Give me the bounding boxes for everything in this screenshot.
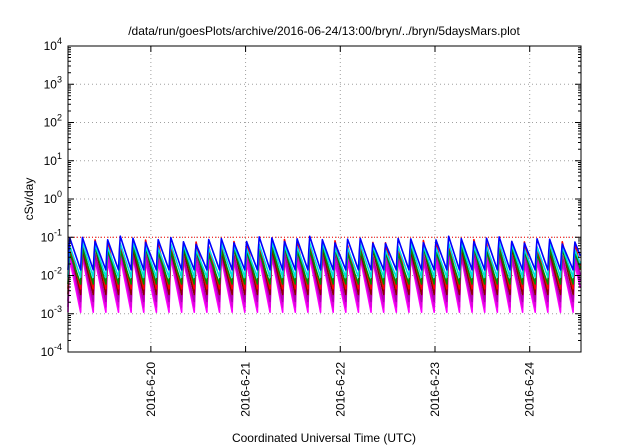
y-tick-base: 10 (44, 77, 58, 91)
y-axis-label: cSv/day (22, 178, 36, 221)
y-tick-base: 10 (41, 230, 55, 244)
chart-title: /data/run/goesPlots/archive/2016-06-24/1… (128, 24, 520, 38)
x-tick-label: 2016-6-22 (333, 362, 347, 417)
y-tick: 10-2 (41, 238, 581, 283)
x-tick: 2016-6-24 (523, 46, 537, 417)
y-tick-exponent: 3 (57, 74, 62, 84)
x-tick: 2016-6-22 (333, 46, 347, 417)
y-tick: 104 (44, 36, 581, 53)
y-tick-exponent: -2 (54, 266, 62, 276)
series-line (67, 240, 582, 279)
series-line (67, 245, 582, 285)
y-tick-label: 100 (44, 189, 62, 206)
x-tick: 2016-6-23 (428, 46, 442, 417)
x-tick-label: 2016-6-23 (428, 362, 442, 417)
y-tick-label: 103 (44, 74, 62, 91)
series-group (67, 235, 582, 313)
y-tick-exponent: -4 (54, 342, 62, 352)
x-tick-label: 2016-6-21 (239, 362, 253, 417)
y-tick-exponent: -3 (54, 304, 62, 314)
x-axis-label: Coordinated Universal Time (UTC) (232, 431, 416, 445)
y-tick-base: 10 (41, 307, 55, 321)
y-tick-label: 101 (44, 151, 62, 168)
y-tick-base: 10 (41, 269, 55, 283)
y-tick-base: 10 (44, 192, 58, 206)
y-tick-label: 10-4 (41, 342, 62, 359)
y-tick-exponent: -1 (54, 227, 62, 237)
y-tick-exponent: 0 (57, 189, 62, 199)
y-tick-base: 10 (44, 116, 58, 130)
y-tick: 10-4 (41, 315, 581, 359)
y-tick-label: 104 (44, 36, 62, 53)
x-tick: 2016-6-21 (239, 46, 253, 417)
y-tick-exponent: 2 (57, 113, 62, 123)
x-tick-label: 2016-6-24 (523, 362, 537, 417)
series-line (67, 242, 582, 296)
series-line (67, 247, 582, 303)
y-tick-base: 10 (44, 39, 58, 53)
x-tick: 2016-6-20 (144, 46, 158, 417)
y-tick: 100 (44, 162, 581, 206)
y-tick-label: 10-1 (41, 227, 62, 244)
y-tick-base: 10 (44, 154, 58, 168)
series-line (67, 235, 582, 271)
y-tick-label: 10-2 (41, 266, 62, 283)
y-tick: 10-3 (41, 276, 581, 321)
y-tick-base: 10 (41, 345, 55, 359)
y-tick: 103 (44, 47, 581, 91)
y-tick-exponent: 4 (57, 36, 62, 46)
x-axis-ticks: 2016-6-20 2016-6-21 2016-6-22 2016-6-23 2016… (144, 46, 537, 417)
x-tick-label: 2016-6-20 (144, 362, 158, 417)
y-tick-exponent: 1 (57, 151, 62, 161)
grid (68, 46, 581, 352)
y-tick: 10-1 (41, 200, 581, 244)
y-tick-label: 102 (44, 113, 62, 130)
y-tick: 101 (44, 123, 581, 168)
y-tick: 102 (44, 85, 581, 130)
y-tick-label: 10-3 (41, 304, 62, 321)
